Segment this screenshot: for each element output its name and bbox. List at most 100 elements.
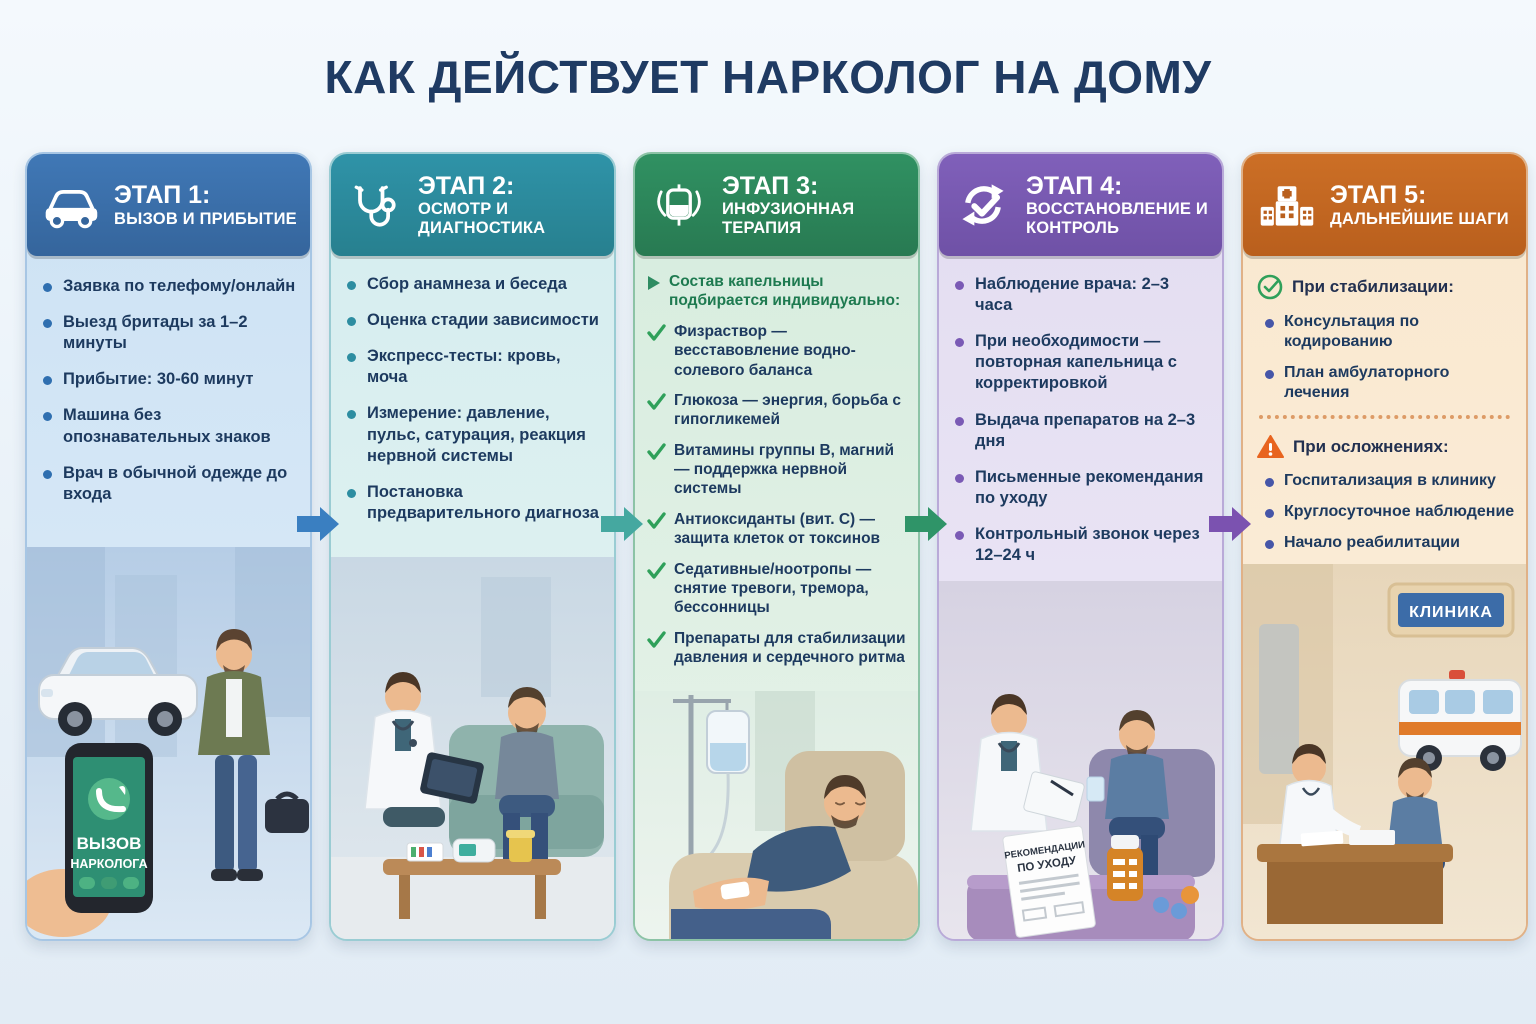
cycle-check-icon	[962, 184, 1004, 226]
stage-2-name: ОСМОТР И ДИАГНОСТИКА	[418, 200, 546, 237]
list-item: Оценка стадии зависимости	[347, 310, 602, 331]
bullet-dot	[43, 412, 52, 422]
list-item: Заявка по телефому/онлайн	[43, 276, 298, 297]
briefcase	[265, 799, 309, 833]
stage-2-panel: ЭТАП 2: ОСМОТР И ДИАГНОСТИКА Сбор анамне…	[329, 152, 616, 941]
checkmark-icon	[647, 512, 666, 529]
list-item: Консультация по кодированию	[1265, 312, 1516, 352]
stage-1-name: ВЫЗОВ И ПРИБЫТИЕ	[114, 209, 297, 228]
stage-4-list: Наблюдение врача: 2–3 часа При необходим…	[939, 256, 1222, 581]
bullet-dot	[1265, 370, 1274, 379]
stage-4-header: ЭТАП 4: ВОССТАНОВЛЕНИЕ И КОНТРОЛЬ	[939, 154, 1222, 256]
list-item: Выдача препаратов на 2–3 дня	[955, 410, 1210, 452]
hand-with-phone: ВЫЗОВ НАРКОЛОГА	[27, 743, 153, 937]
bullet-dot	[347, 410, 356, 420]
list-item: Антиоксиданты (вит. С) — защита клеток о…	[647, 510, 908, 549]
stabilization-heading: При стабилизации:	[1257, 274, 1516, 300]
arrow-stage3-to-4	[905, 507, 947, 541]
bullet-dot	[955, 416, 964, 426]
stage-1-step: ЭТАП 1:	[114, 181, 211, 210]
stage-3-header: ЭТАП 3: ИНФУЗИОННАЯ ТЕРАПИЯ	[635, 154, 918, 256]
phone-label-line2: НАРКОЛОГА	[70, 857, 147, 871]
stage-2-illustration	[331, 557, 614, 939]
checkmark-icon	[647, 561, 666, 579]
care-recommendations-paper: РЕКОМЕНДАЦИИ ПО УХОДУ	[1002, 825, 1096, 938]
stage-1-header: ЭТАП 1: ВЫЗОВ И ПРИБЫТИЕ	[27, 154, 310, 256]
patient-reclining	[671, 775, 866, 939]
bullet-dot	[347, 353, 356, 363]
car-icon	[45, 190, 98, 229]
list-item: Сбор анамнеза и беседа	[347, 274, 602, 295]
stage-2-step: ЭТАП 2:	[418, 171, 515, 200]
list-item: Письменные рекомендания по уходу	[955, 467, 1210, 509]
list-item: Постановка предварительного диагноза	[347, 482, 602, 524]
checkmark-icon	[647, 630, 666, 648]
check-circle-icon	[1257, 274, 1283, 300]
list-item: Измерение: давление, пульс, сатурация, р…	[347, 403, 602, 466]
stage-5-header: ЭТАП 5: ДАЛЬНЕЙШИЕ ШАГИ	[1243, 154, 1526, 256]
clinic-sign-label: КЛИНИКА	[1409, 604, 1493, 621]
stage-3-panel: ЭТАП 3: ИНФУЗИОННАЯ ТЕРАПИЯ Состав капел…	[633, 152, 920, 941]
list-item: План амбулаторного лечения	[1265, 363, 1516, 403]
dotted-divider	[1259, 415, 1510, 419]
list-item: Госпитализация в клинику	[1265, 471, 1516, 491]
stage-3-illustration	[635, 691, 918, 939]
stage-3-list: Состав капельницы подбирается индивидуал…	[635, 256, 918, 678]
sample-cup	[509, 835, 532, 862]
clinic-sign: КЛИНИКА	[1387, 582, 1515, 638]
list-item: Круглосуточное наблюдение	[1265, 502, 1516, 522]
doctor-figure	[364, 672, 484, 827]
arrow-right-icon	[648, 276, 660, 290]
phone-label-line1: ВЫЗОВ	[77, 834, 142, 853]
list-item: Машина без опознавательных знаков	[43, 405, 298, 447]
bullet-dot	[955, 338, 964, 348]
pill	[1153, 897, 1169, 914]
list-item: Выезд бритады за 1–2 минуты	[43, 312, 298, 354]
doctor-figure	[970, 694, 1085, 832]
checkmark-icon	[647, 442, 666, 460]
stage-5-name: ДАЛЬНЕЙШИЕ ШАГИ	[1330, 209, 1509, 228]
list-item: Препараты для стабилизации давления и се…	[647, 629, 908, 668]
list-item: Прибытие: 30-60 минут	[43, 369, 298, 390]
bullet-dot	[347, 317, 356, 327]
bullet-dot	[955, 473, 964, 483]
warning-icon	[1257, 435, 1284, 458]
stage-3-name: ИНФУЗИОННАЯ ТЕРАПИЯ	[722, 200, 855, 237]
stage-5-panel: ЭТАП 5: ДАЛЬНЕЙШИЕ ШАГИ При стабилизации…	[1241, 152, 1528, 941]
car-illustration	[38, 647, 198, 736]
stage-2-list: Сбор анамнеза и беседа Оценка стадии зав…	[331, 256, 614, 539]
clipboard	[1023, 771, 1085, 823]
page-title: КАК ДЕЙСТВУЕТ НАРКОЛОГ НА ДОМУ	[324, 51, 1212, 103]
bullet-dot	[955, 530, 964, 540]
iv-drip-icon	[657, 184, 701, 226]
stage-1-panel: ЭТАП 1: ВЫЗОВ И ПРИБЫТИЕ Заявка по телеф…	[25, 152, 312, 941]
bullet-dot	[43, 469, 52, 479]
list-item: Седативные/ноотропы — снятие тревоги, тр…	[647, 560, 908, 618]
list-item: Физраствор — весставовление водно-солево…	[647, 322, 908, 380]
patient-figure	[198, 629, 309, 881]
stage-4-step: ЭТАП 4:	[1026, 171, 1123, 200]
list-item: Начало реабилитации	[1265, 533, 1516, 553]
table-with-tests	[383, 830, 561, 919]
stage-2-header: ЭТАП 2: ОСМОТР И ДИАГНОСТИКА	[331, 154, 614, 256]
hospital-icon	[1260, 186, 1314, 226]
stethoscope-icon	[354, 185, 396, 227]
bullet-dot	[955, 281, 964, 290]
stage-5-step: ЭТАП 5:	[1330, 181, 1427, 210]
checkmark-icon	[647, 324, 666, 341]
bullet-dot	[43, 283, 52, 292]
water-glass	[1086, 776, 1105, 802]
list-item: Врач в обычной одежде до входа	[43, 463, 298, 505]
list-item: Экспресс-тесты: кровь, моча	[347, 346, 602, 388]
arrow-stage2-to-3	[601, 507, 643, 541]
stage-3-step: ЭТАП 3:	[722, 171, 819, 200]
patient-figure	[495, 687, 559, 863]
stabilization-list: Консультация по кодированию План амбулат…	[1257, 312, 1516, 403]
list-item: Наблюдение врача: 2–3 часа	[955, 274, 1210, 316]
bullet-dot	[43, 319, 52, 329]
complications-heading: При осложнениях:	[1257, 435, 1516, 459]
stage-5-content: При стабилизации: Консультация по кодиро…	[1243, 256, 1526, 564]
complications-list: Госпитализация в клинику Круглосуточное …	[1257, 471, 1516, 553]
phone-call-icon	[88, 778, 130, 820]
stage-4-panel: ЭТАП 4: ВОССТАНОВЛЕНИЕ И КОНТРОЛЬ Наблюд…	[937, 152, 1224, 941]
